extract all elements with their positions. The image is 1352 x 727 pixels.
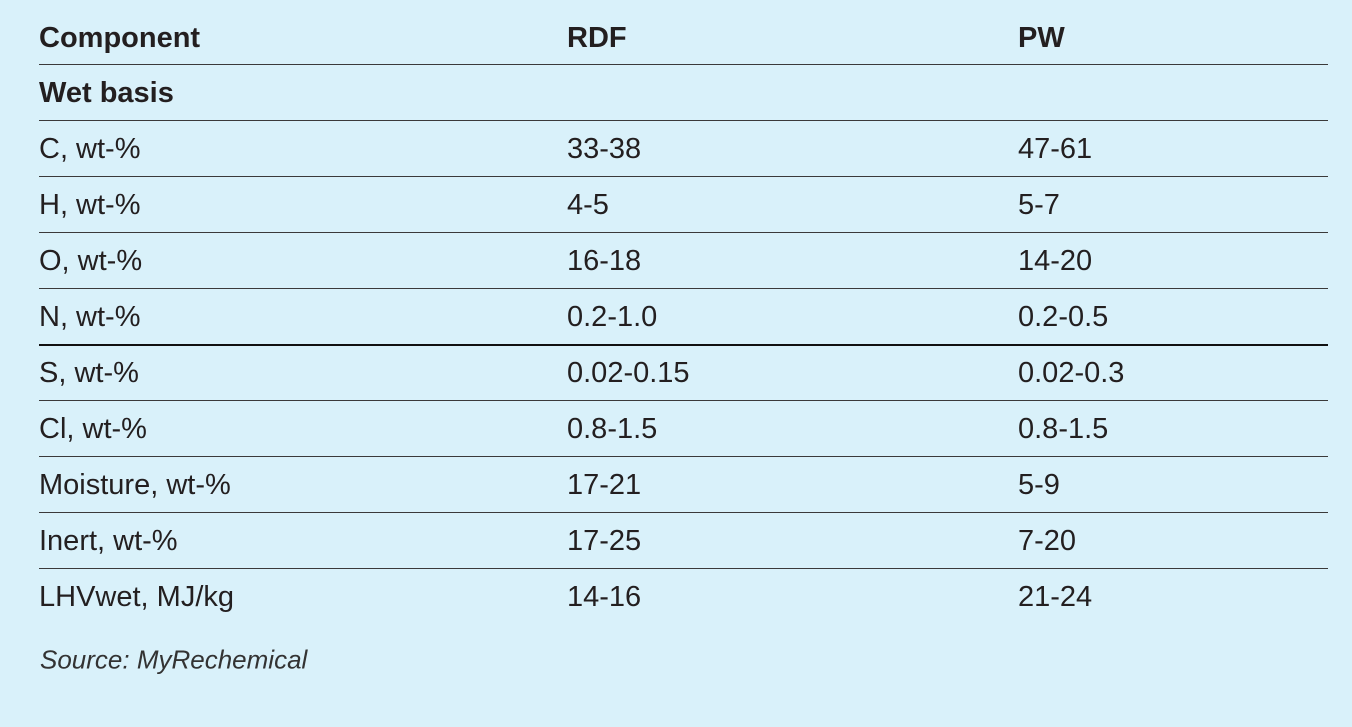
row-divider <box>39 288 1328 289</box>
table-cell: 4-5 <box>567 189 609 221</box>
row-divider <box>39 120 1328 121</box>
row-divider <box>39 344 1328 346</box>
row-divider <box>39 456 1328 457</box>
row-label: LHVwet, MJ/kg <box>39 581 234 613</box>
table-cell: 0.02-0.15 <box>567 357 690 389</box>
table-cell: 5-9 <box>1018 469 1060 501</box>
row-label: S, wt-% <box>39 357 139 389</box>
row-label: C, wt-% <box>39 133 141 165</box>
row-label: Moisture, wt-% <box>39 469 231 501</box>
section-label: Wet basis <box>39 77 174 109</box>
table-cell: 5-7 <box>1018 189 1060 221</box>
table-cell: 14-16 <box>567 581 642 613</box>
row-label: H, wt-% <box>39 189 141 221</box>
table-cell: 14-20 <box>1018 245 1093 277</box>
column-header: Component <box>39 22 201 54</box>
table-cell: 21-24 <box>1018 581 1093 613</box>
table-cell: 0.2-0.5 <box>1018 301 1109 333</box>
table-cell: 0.2-1.0 <box>567 301 658 333</box>
table-cell: 16-18 <box>567 245 642 277</box>
table-cell: 0.8-1.5 <box>1018 413 1109 445</box>
row-label: O, wt-% <box>39 245 143 277</box>
table-cell: 47-61 <box>1018 133 1093 165</box>
row-label: Inert, wt-% <box>39 525 178 557</box>
source-note: Source: MyRechemical <box>40 644 308 675</box>
row-divider <box>39 512 1328 513</box>
row-divider <box>39 176 1328 177</box>
row-label: Cl, wt-% <box>39 413 147 445</box>
table-cell: 0.8-1.5 <box>567 413 658 445</box>
row-divider <box>39 232 1328 233</box>
table-cell: 17-21 <box>567 469 642 501</box>
column-header: RDF <box>567 22 627 54</box>
row-divider <box>39 64 1328 65</box>
row-divider <box>39 568 1328 569</box>
table-cell: 7-20 <box>1018 525 1077 557</box>
column-header: PW <box>1018 22 1065 54</box>
row-label: N, wt-% <box>39 301 141 333</box>
table-cell: 33-38 <box>567 133 642 165</box>
table-cell: 0.02-0.3 <box>1018 357 1125 389</box>
table-cell: 17-25 <box>567 525 642 557</box>
row-divider <box>39 400 1328 401</box>
